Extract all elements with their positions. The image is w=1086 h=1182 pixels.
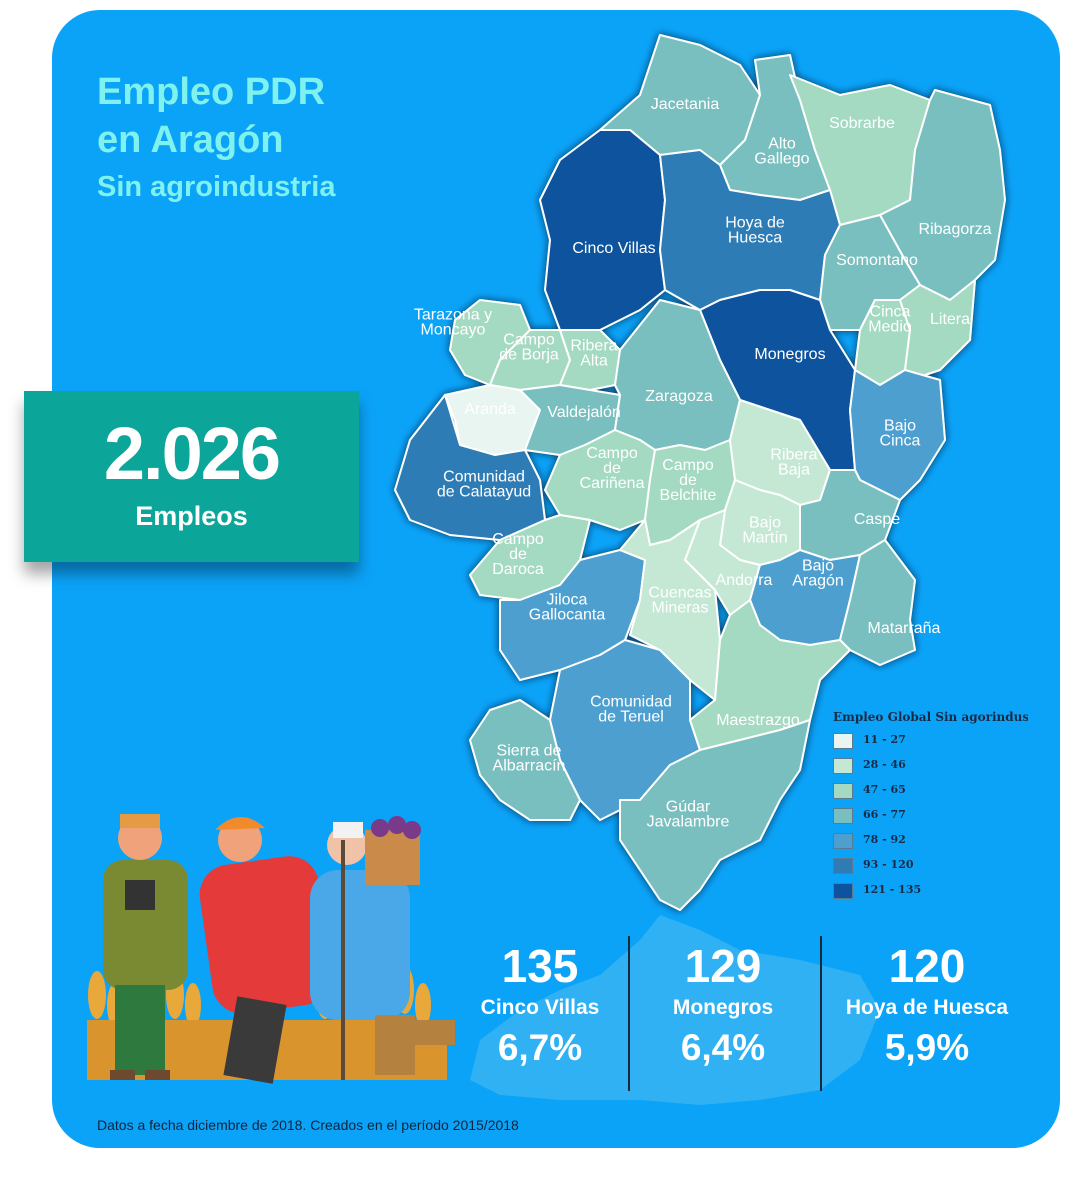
region-label: Ribera Alta: [570, 338, 617, 370]
region-label: Alto Gallego: [754, 136, 809, 168]
region-label: Bajo Aragón: [792, 558, 844, 590]
region-label: Andorra: [716, 572, 773, 589]
region-label: Valdejalón: [547, 404, 621, 421]
people-illustration: [87, 814, 455, 1084]
region-label: Cinco Villas: [572, 240, 655, 257]
region-comunidad-de-calatayud: [394, 394, 546, 541]
region-cuencas-mineras: [619, 519, 721, 701]
footnote: Datos a fecha diciembre de 2018. Creados…: [97, 1117, 519, 1133]
title-line-1: Empleo PDR: [97, 71, 326, 113]
stat-percent: 6,7%: [497, 1027, 583, 1068]
region-sierra-de-albarrac-n: [469, 699, 581, 821]
legend-swatch: [833, 833, 853, 849]
legend-swatch: [833, 733, 853, 749]
map-reflection: [470, 915, 880, 1105]
region-label: Ribera Baja: [770, 447, 817, 479]
legend-swatch: [833, 783, 853, 799]
region-label: Campo de Borja: [499, 332, 559, 364]
hiker-figure: [199, 816, 332, 1084]
region-label: Maestrazgo: [716, 712, 800, 729]
stat-monegros: 129 Monegros 6,4%: [628, 940, 818, 1070]
region-label: Caspe: [854, 511, 900, 528]
region-label: Jacetania: [651, 96, 720, 113]
region-ribera-alta: [559, 329, 621, 391]
legend-label: 93 - 120: [863, 858, 914, 871]
stat-value: 129: [684, 940, 762, 992]
stat-name: Hoya de Huesca: [845, 996, 1009, 1019]
region-label: Matarraña: [868, 620, 941, 637]
region-label: Zaragoza: [645, 388, 713, 405]
legend-label: 47 - 65: [863, 783, 906, 796]
stat-name: Cinco Villas: [480, 996, 600, 1019]
region-matarra-a: [839, 539, 916, 666]
region-label: Aranda: [464, 401, 516, 418]
legend-swatch: [833, 858, 853, 874]
region-label: Jiloca Gallocanta: [529, 592, 606, 624]
region-label: Sierra de Albarracín: [493, 743, 566, 775]
stat-hoya-de-huesca: 120 Hoya de Huesca 5,9%: [832, 940, 1022, 1070]
stat-percent: 6,4%: [680, 1027, 766, 1068]
region-cinco-villas: [539, 129, 666, 331]
legend-label: 78 - 92: [863, 833, 906, 846]
birdwatcher-figure: [103, 814, 188, 1080]
region-label: Gúdar Javalambre: [647, 799, 730, 831]
title-line-2: en Aragón: [97, 119, 284, 161]
region-label: Bajo Martín: [742, 515, 787, 547]
region-label: Monegros: [754, 346, 825, 363]
region-label: Cuencas Mineras: [648, 585, 711, 617]
region-label: Cinca Medio: [868, 304, 912, 336]
stat-value: 135: [501, 940, 579, 992]
region-label: Litera: [930, 311, 970, 328]
region-bajo-cinca: [849, 369, 946, 501]
region-label: Campo de Daroca: [492, 531, 544, 578]
stat-percent: 5,9%: [884, 1027, 970, 1068]
farmer-figure: [310, 816, 455, 1080]
region-label: Sobrarbe: [829, 115, 895, 132]
total-jobs-label: Empleos: [135, 501, 248, 531]
legend-label: 121 - 135: [863, 883, 922, 896]
legend-swatch: [833, 808, 853, 824]
stat-value: 120: [888, 940, 966, 992]
legend-label: 11 - 27: [863, 733, 906, 746]
stat-name: Monegros: [672, 996, 774, 1019]
legend-swatch: [833, 883, 853, 899]
region-label: Ribagorza: [919, 221, 992, 238]
legend-swatch: [833, 758, 853, 774]
region-label: Campo de Belchite: [660, 457, 717, 504]
region-label: Bajo Cinca: [880, 418, 921, 450]
legend-title: Empleo Global Sin agorindustria: [833, 710, 1028, 724]
region-litera: [899, 279, 976, 381]
region-label: Comunidad de Calatayud: [437, 469, 531, 501]
legend-label: 28 - 46: [863, 758, 906, 771]
total-jobs-box: 2.026 Empleos: [24, 391, 359, 562]
region-label: Somontano: [836, 252, 918, 269]
region-label: Campo de Cariñena: [580, 445, 645, 492]
divider-2: [820, 936, 822, 1091]
region-g-dar-javalambre: [619, 719, 811, 911]
subtitle: Sin agroindustria: [97, 171, 336, 203]
total-jobs-value: 2.026: [103, 412, 281, 495]
stat-cinco-villas: 135 Cinco Villas 6,7%: [445, 940, 635, 1070]
region-campo-de-daroca: [469, 514, 591, 601]
divider-1: [628, 936, 630, 1091]
region-label: Comunidad de Teruel: [590, 694, 672, 726]
region-label: Tarazona y Moncayo: [414, 307, 492, 339]
region-label: Hoya de Huesca: [725, 215, 785, 247]
legend-label: 66 - 77: [863, 808, 906, 821]
